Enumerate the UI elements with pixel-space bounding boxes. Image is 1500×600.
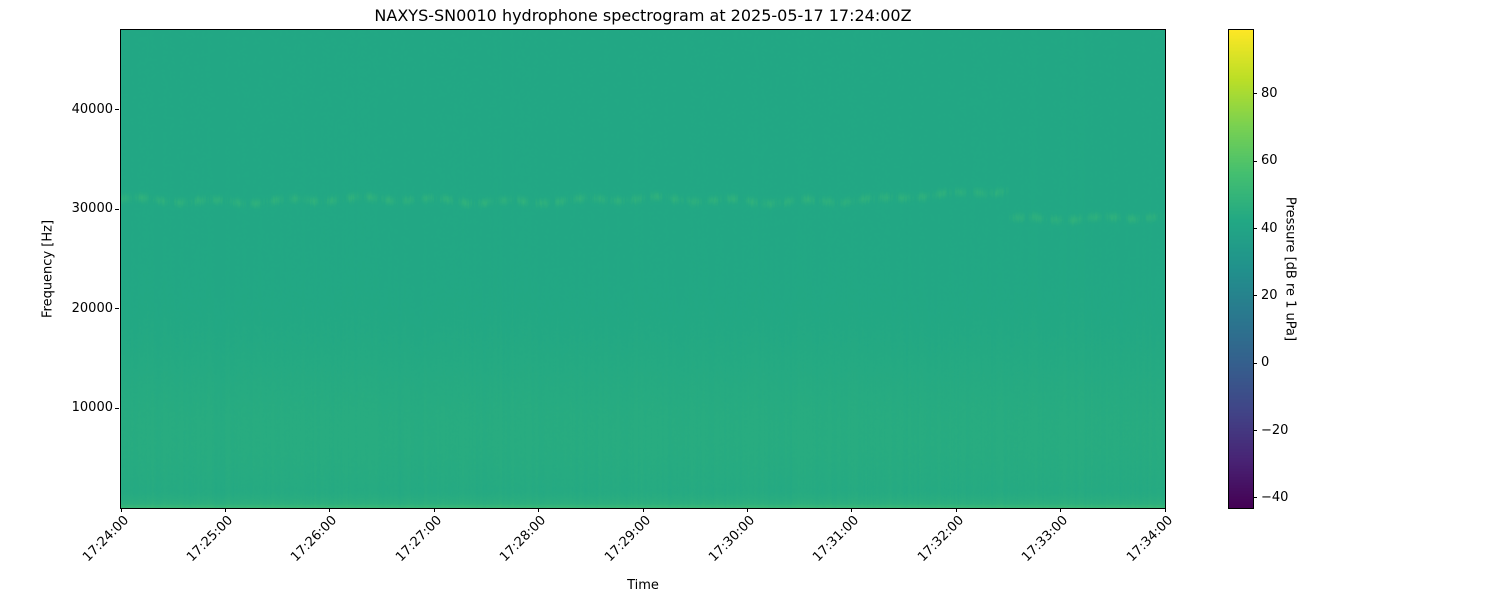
x-tick-mark [538, 508, 540, 512]
x-tick-mark [1164, 508, 1166, 512]
y-tick-mark [115, 208, 119, 210]
y-tick-mark [115, 308, 119, 310]
x-tick-label: 17:32:00 [914, 513, 967, 565]
x-tick-mark [224, 508, 226, 512]
y-tick-label: 40000 [71, 101, 113, 117]
x-tick-label: 17:31:00 [810, 513, 863, 565]
colorbar-tick-mark [1253, 497, 1257, 499]
x-tick-mark [955, 508, 957, 512]
x-tick-label: 17:26:00 [288, 513, 341, 565]
colorbar-tick-label: 40 [1261, 220, 1278, 236]
colorbar-tick-label: 20 [1261, 287, 1278, 303]
colorbar-tick-mark [1253, 93, 1257, 95]
colorbar-tick-label: −20 [1261, 422, 1289, 438]
x-tick-label: 17:33:00 [1019, 513, 1072, 565]
x-tick-mark [1060, 508, 1062, 512]
y-tick-mark [115, 109, 119, 111]
colorbar-tick-mark [1253, 228, 1257, 230]
y-tick-label: 20000 [71, 300, 113, 316]
colorbar-tick-label: 0 [1261, 355, 1270, 371]
x-tick-label: 17:29:00 [601, 513, 654, 565]
chart-title: NAXYS-SN0010 hydrophone spectrogram at 2… [374, 6, 912, 25]
y-axis-label: Frequency [Hz] [40, 219, 56, 319]
x-tick-mark [642, 508, 644, 512]
colorbar-tick-label: 80 [1261, 85, 1278, 101]
spectrogram-heatmap [121, 30, 1165, 508]
y-tick-label: 10000 [71, 400, 113, 416]
x-tick-mark [746, 508, 748, 512]
x-tick-label: 17:30:00 [706, 513, 759, 565]
colorbar-tick-mark [1253, 430, 1257, 432]
x-tick-mark [329, 508, 331, 512]
spectrogram-plot [120, 29, 1166, 509]
x-tick-mark [851, 508, 853, 512]
colorbar-tick-mark [1253, 160, 1257, 162]
colorbar-tick-mark [1253, 362, 1257, 364]
x-tick-label: 17:25:00 [184, 513, 237, 565]
x-tick-label: 17:24:00 [79, 513, 132, 565]
colorbar-gradient [1229, 30, 1253, 508]
x-tick-mark [120, 508, 122, 512]
colorbar [1228, 29, 1254, 509]
colorbar-tick-mark [1253, 295, 1257, 297]
x-tick-mark [433, 508, 435, 512]
x-tick-label: 17:27:00 [392, 513, 445, 565]
x-axis-label: Time [627, 578, 659, 593]
x-tick-label: 17:34:00 [1123, 513, 1176, 565]
y-tick-label: 30000 [71, 201, 113, 217]
colorbar-tick-label: −40 [1261, 489, 1289, 505]
colorbar-tick-label: 60 [1261, 153, 1278, 169]
x-tick-label: 17:28:00 [497, 513, 550, 565]
y-tick-mark [115, 407, 119, 409]
colorbar-label: Pressure [dB re 1 uPa] [1282, 196, 1298, 342]
